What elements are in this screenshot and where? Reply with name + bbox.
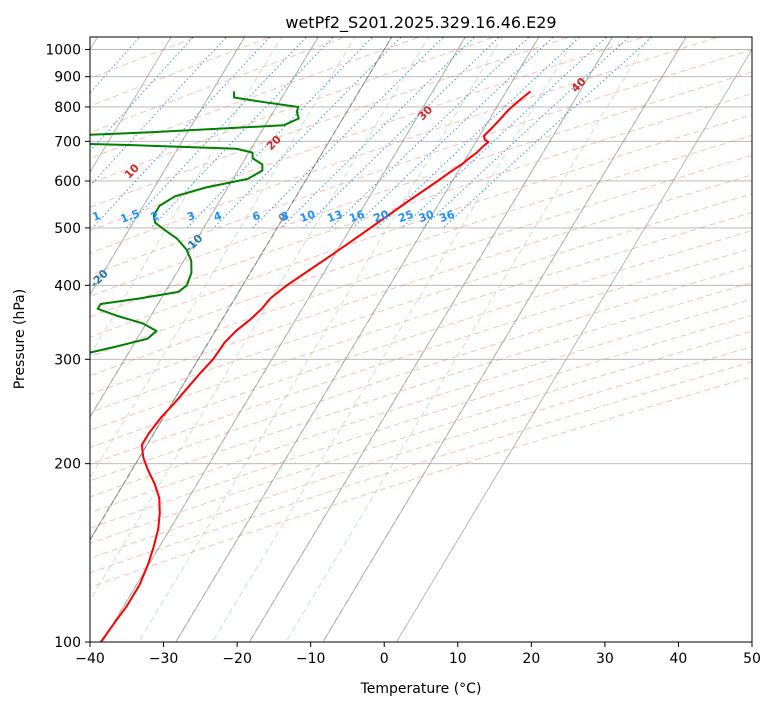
mixing-ratio-line <box>213 37 402 229</box>
temperature-profile-line <box>100 90 532 642</box>
dry-adiabat-line <box>90 265 752 482</box>
isotherm-label: -10 <box>182 232 205 255</box>
mixing-ratio-line <box>352 37 554 229</box>
x-tick-label: −40 <box>75 651 105 667</box>
mixing-ratio-label: 2 <box>149 209 161 224</box>
isotherm-line <box>322 37 687 642</box>
dry-adiabat-label: 40 <box>569 75 589 95</box>
y-tick-label: 100 <box>54 635 81 651</box>
mixing-ratio-label: 8 <box>279 209 291 224</box>
mixing-ratio-label: 0.4 <box>14 207 37 226</box>
isotherm-line <box>101 37 466 642</box>
dry-adiabat-line <box>90 282 752 498</box>
y-tick-label: 700 <box>54 134 81 150</box>
moist-adiabat-line <box>90 37 356 479</box>
mixing-ratio-label: 1 <box>91 209 103 224</box>
dewpoint-profile-line <box>90 91 300 354</box>
isotherm-line <box>175 37 540 642</box>
moist-adiabat-line <box>90 37 246 295</box>
dry-adiabat-line <box>90 71 752 297</box>
dry-adiabat-line <box>90 346 752 559</box>
dry-adiabat-line <box>90 37 198 79</box>
x-tick-label: 30 <box>596 651 614 667</box>
mixing-ratio-label: 36 <box>438 208 457 226</box>
mixing-ratio-label: 25 <box>396 208 415 225</box>
dry-adiabat-line <box>90 37 646 232</box>
chart-title: wetPf2_S201.2025.329.16.46.E29 <box>285 13 556 33</box>
mixing-ratio-label: 20 <box>372 208 391 226</box>
mixing-ratio-line <box>401 37 608 229</box>
mixing-ratio-label: 3 <box>185 209 197 224</box>
mixing-ratio-line <box>125 37 308 229</box>
dry-adiabat-line <box>90 376 752 588</box>
mixing-ratio-line <box>150 37 334 229</box>
mixing-ratio-line <box>186 37 374 229</box>
y-tick-label: 900 <box>54 70 81 86</box>
dry-adiabat-line <box>90 193 752 413</box>
dry-adiabat-line <box>90 230 752 448</box>
mixing-ratio-line <box>90 37 141 94</box>
dry-adiabat-line <box>90 314 752 529</box>
x-tick-label: 10 <box>449 651 467 667</box>
isotherm-line <box>90 37 319 419</box>
dry-adiabat-line <box>90 37 571 208</box>
dry-adiabat-line <box>90 37 720 254</box>
y-tick-label: 500 <box>54 221 81 237</box>
mixing-ratio-label: 6 <box>251 209 263 224</box>
dry-adiabat-label: 30 <box>415 103 435 123</box>
isotherm-line <box>90 37 172 174</box>
x-tick-label: −10 <box>296 651 326 667</box>
zero-isotherm-line <box>90 37 393 541</box>
y-tick-label: 600 <box>54 174 81 190</box>
x-tick-label: 0 <box>380 651 389 667</box>
x-tick-label: −30 <box>149 651 179 667</box>
mixing-ratio-line <box>303 37 500 229</box>
mixing-ratio-line <box>422 37 630 229</box>
plot-frame <box>89 36 753 643</box>
dry-adiabat-line <box>90 174 752 395</box>
mixing-ratio-label: 4 <box>212 209 224 224</box>
mixing-ratio-label: 16 <box>348 208 367 226</box>
moist-adiabat-line <box>211 37 577 642</box>
dry-adiabat-line <box>90 37 273 107</box>
isotherm-line <box>248 37 613 642</box>
x-tick-label: 50 <box>743 651 761 667</box>
isotherm-line <box>90 37 246 296</box>
y-tick-label: 300 <box>54 352 81 368</box>
y-axis-label: Pressure (hPa) <box>12 289 28 389</box>
x-tick-label: 40 <box>670 651 688 667</box>
mixing-ratio-line <box>90 37 227 187</box>
mixing-ratio-line <box>280 37 476 229</box>
mixing-ratio-line <box>330 37 530 229</box>
mixing-ratio-line <box>90 37 194 152</box>
moist-adiabat-line <box>90 37 282 357</box>
x-tick-label: −20 <box>222 651 252 667</box>
mixing-ratio-label: 30 <box>417 208 436 226</box>
y-tick-label: 400 <box>54 278 81 294</box>
mixing-ratio-line <box>252 37 445 229</box>
dry-adiabat-line <box>90 37 347 134</box>
dry-adiabat-label: 20 <box>264 133 284 153</box>
moist-adiabat-line <box>285 37 650 642</box>
dry-adiabat-line <box>90 37 422 159</box>
dry-adiabat-line <box>90 49 752 276</box>
isotherm-line <box>396 48 752 642</box>
y-tick-label: 200 <box>54 457 81 473</box>
x-tick-label: 20 <box>522 651 540 667</box>
moist-adiabat-line <box>138 37 503 642</box>
isotherm-label: -20 <box>88 267 111 290</box>
dry-adiabat-line <box>90 154 752 377</box>
mixing-ratio-line <box>90 37 91 38</box>
x-axis-label: Temperature (°C) <box>360 681 482 697</box>
mixing-ratio-label: 13 <box>326 208 345 225</box>
y-tick-label: 1000 <box>45 43 81 59</box>
mixing-ratio-label: 10 <box>298 208 317 226</box>
y-tick-label: 800 <box>54 100 81 116</box>
mixing-ratio-label: 1.5 <box>119 207 142 226</box>
moist-adiabat-line <box>90 37 430 602</box>
